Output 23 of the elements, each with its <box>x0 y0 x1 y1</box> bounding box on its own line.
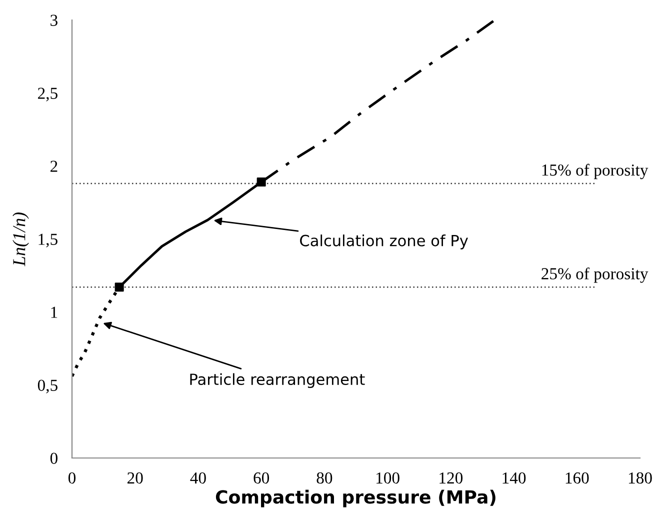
y-axis-title: Ln(1/n) <box>12 212 29 266</box>
x-tick-label: 20 <box>128 472 143 484</box>
x-tick-label: 160 <box>566 472 589 484</box>
x-tick-label: 120 <box>440 472 463 484</box>
annotation: Calculation zone of Py <box>300 234 468 250</box>
y-tick-label: 2,5 <box>38 88 58 102</box>
y-tick-label: 1,5 <box>38 234 58 248</box>
x-axis-title: Compaction pressure (MPa) <box>216 490 496 508</box>
ref-line-label: 25% of porosity <box>542 267 648 283</box>
ref-line-label: 15% of porosity <box>542 164 648 180</box>
x-tick-label: 40 <box>190 472 206 484</box>
annotation: Particle rearrangement <box>190 373 365 388</box>
x-tick-label: 0 <box>68 472 76 484</box>
x-tick-label: 140 <box>502 472 526 484</box>
y-tick-label: 3 <box>50 14 58 26</box>
x-tick-label: 80 <box>316 472 332 484</box>
y-tick-label: 2 <box>50 160 58 172</box>
y-tick-label: 0,5 <box>38 380 58 394</box>
x-tick-label: 180 <box>628 472 652 484</box>
y-tick-label: 0 <box>50 452 58 464</box>
x-tick-label: 60 <box>254 472 270 484</box>
y-tick-label: 1 <box>51 306 58 318</box>
x-tick-label: 100 <box>376 472 400 484</box>
